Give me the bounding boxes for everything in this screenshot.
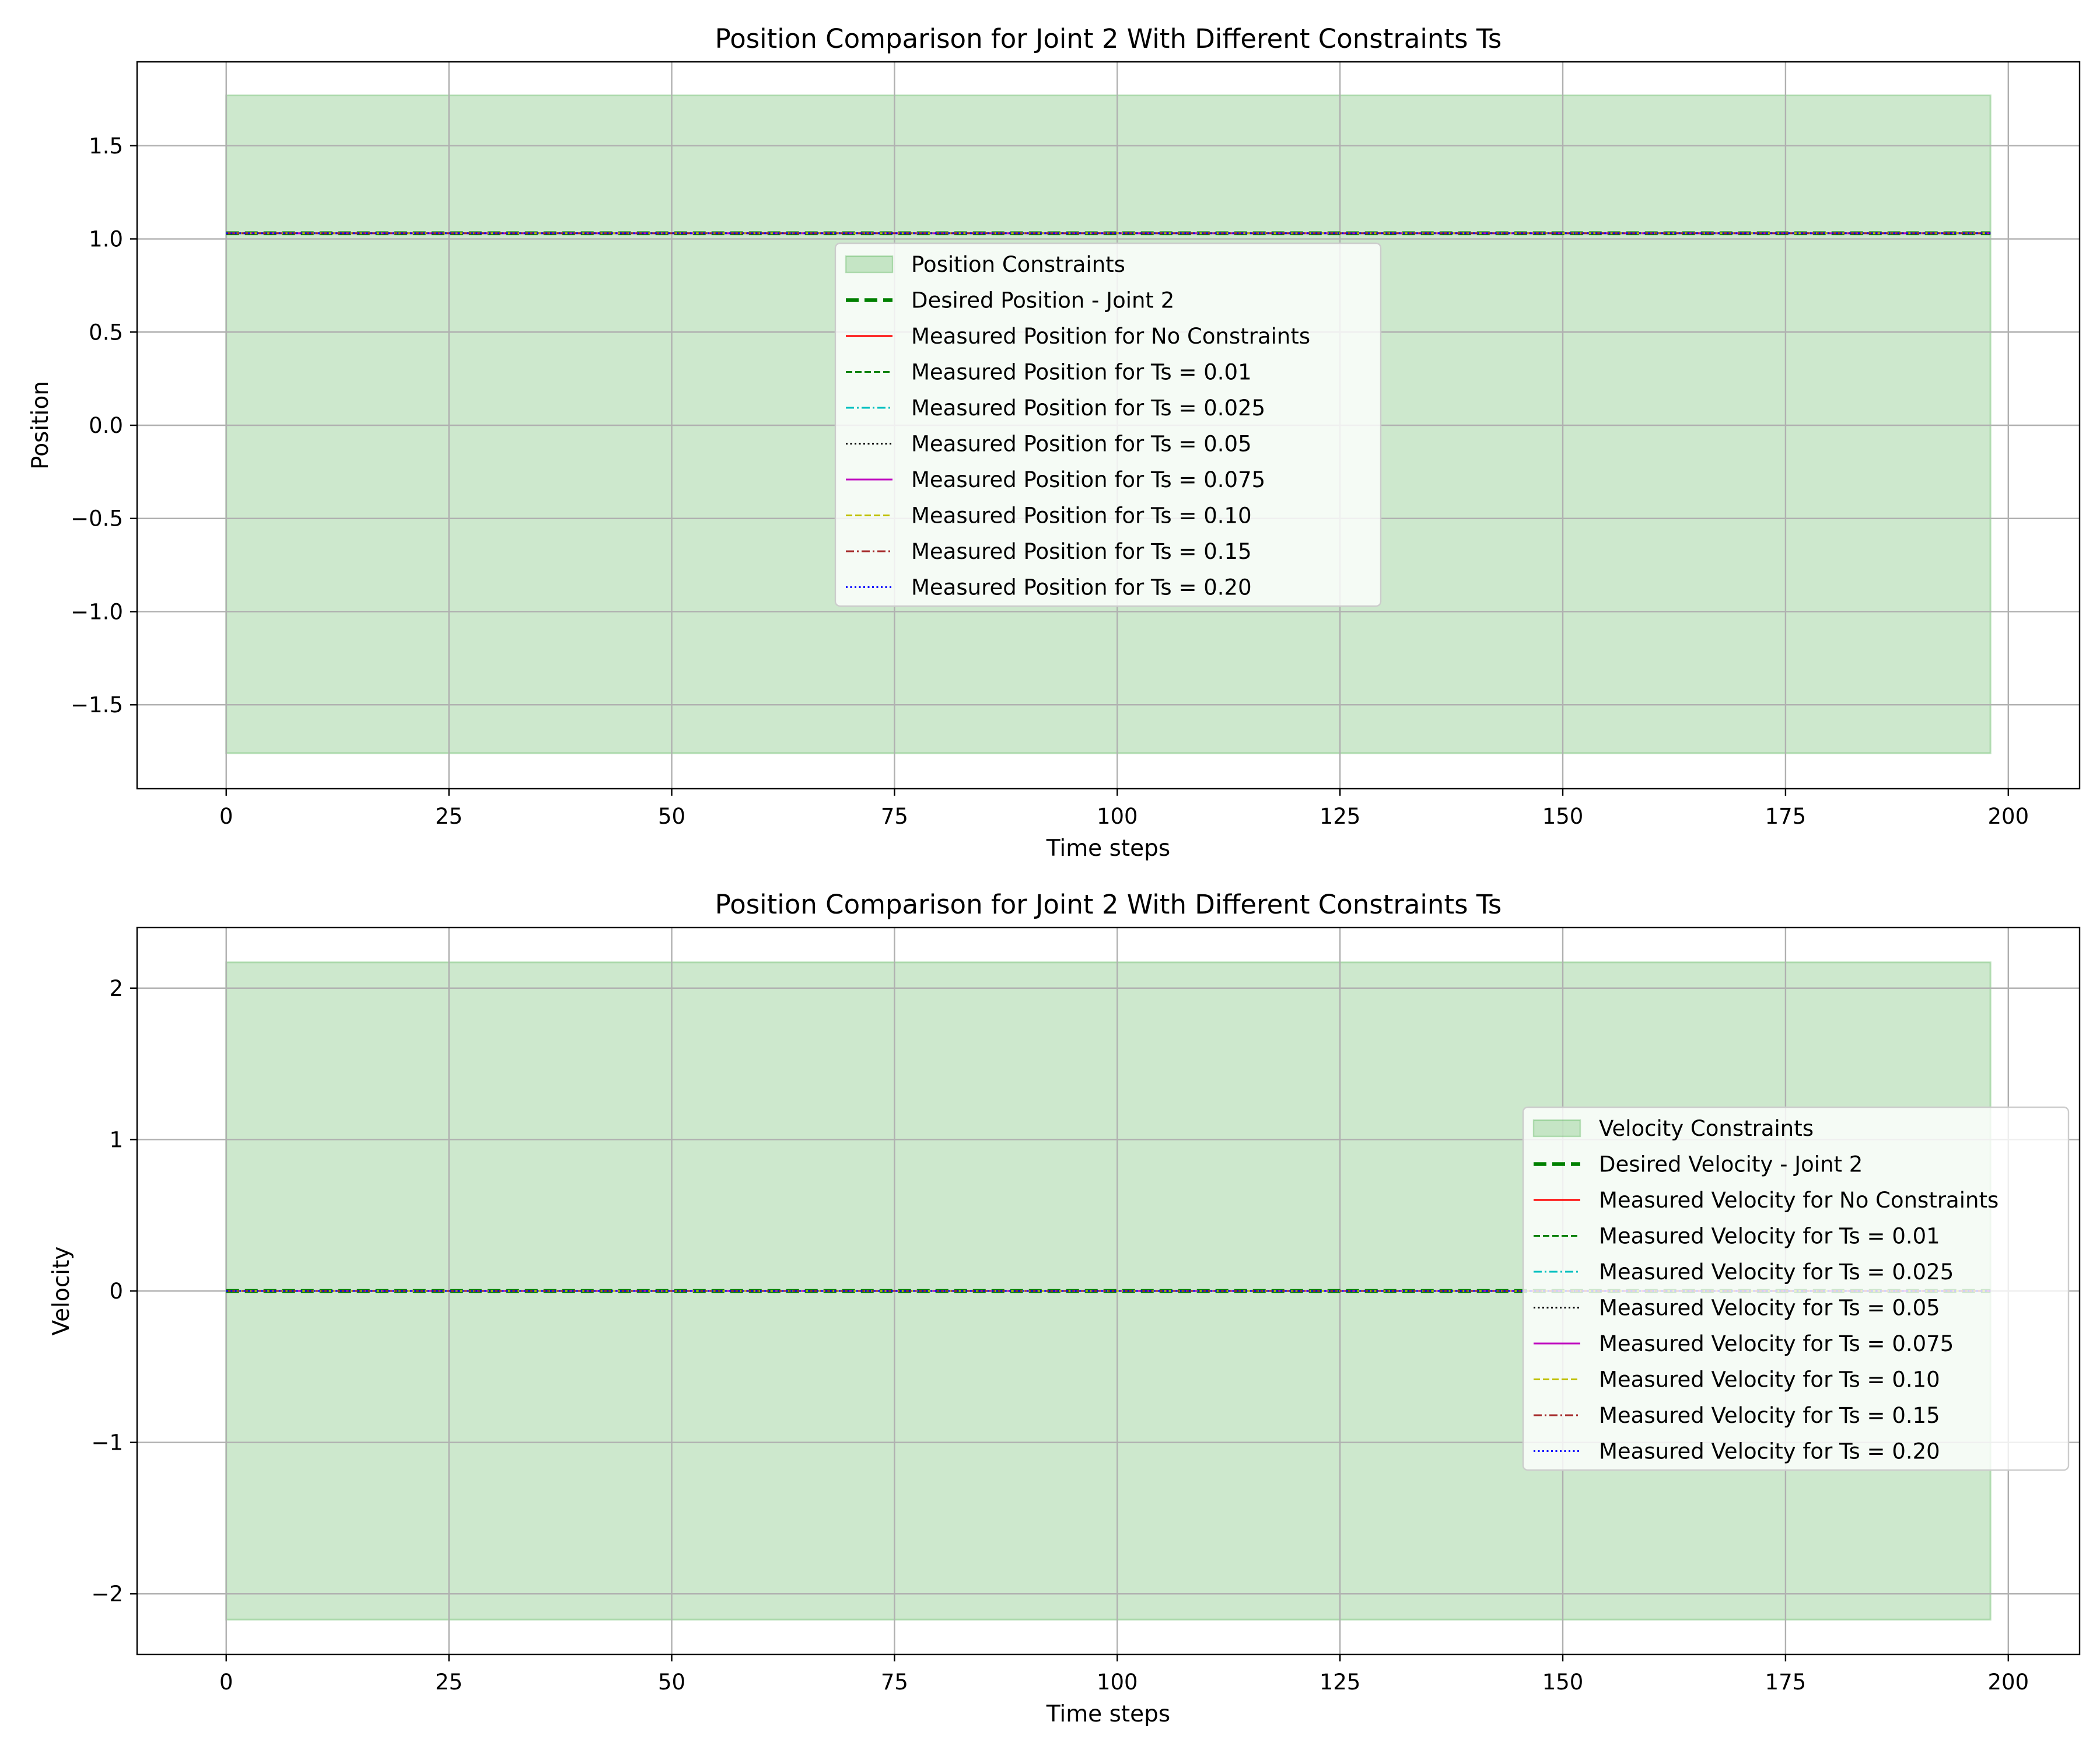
legend-swatch	[1532, 1119, 1581, 1138]
legend-label: Measured Velocity for Ts = 0.05	[1599, 1296, 1940, 1321]
x-tick-label: 25	[435, 1670, 463, 1695]
y-tick-label: −1.0	[71, 599, 123, 624]
legend: Position Constraints Desired Position - J…	[834, 242, 1382, 607]
x-tick-label: 75	[881, 804, 908, 829]
x-tick-label: 0	[219, 804, 233, 829]
x-tick-label: 50	[658, 1670, 685, 1695]
legend-box	[834, 242, 1382, 607]
position-chart-panel: Position Comparison for Joint 2 With Dif…	[27, 23, 2081, 862]
legend-label: Desired Velocity - Joint 2	[1599, 1152, 1863, 1177]
x-tick-label: 125	[1320, 1670, 1361, 1695]
x-tick-label: 100	[1097, 1670, 1138, 1695]
y-tick-label: 1.5	[89, 134, 123, 159]
legend-label: Measured Position for Ts = 0.075	[911, 467, 1265, 492]
legend-swatch	[845, 255, 894, 274]
y-tick-label: 2	[109, 976, 123, 1001]
x-tick-label: 100	[1097, 804, 1138, 829]
x-tick-label: 50	[658, 804, 685, 829]
y-tick-label: −2	[91, 1581, 123, 1607]
legend-label: Measured Velocity for Ts = 0.025	[1599, 1259, 1954, 1285]
x-tick-label: 25	[435, 804, 463, 829]
x-tick-label: 125	[1320, 804, 1361, 829]
x-tick-label: 200	[1987, 1670, 2029, 1695]
x-tick-label: 150	[1542, 804, 1584, 829]
legend-label: Velocity Constraints	[1599, 1116, 1814, 1141]
y-tick-label: 0	[109, 1279, 123, 1304]
x-axis-label: Time steps	[1046, 835, 1171, 862]
legend-label: Measured Position for No Constraints	[911, 324, 1310, 349]
y-tick-label: −0.5	[71, 506, 123, 531]
legend: Velocity Constraints Desired Velocity - J…	[1522, 1106, 2070, 1471]
y-tick-label: 0.5	[89, 320, 123, 345]
x-tick-label: 175	[1765, 804, 1807, 829]
legend-label: Measured Position for Ts = 0.20	[911, 575, 1252, 600]
x-tick-label: 75	[881, 1670, 908, 1695]
y-tick-label: 1	[109, 1127, 123, 1152]
legend-label: Measured Velocity for Ts = 0.01	[1599, 1224, 1940, 1249]
legend-label: Measured Position for Ts = 0.15	[911, 539, 1252, 564]
legend-label: Measured Velocity for Ts = 0.075	[1599, 1331, 1954, 1356]
x-tick-label: 150	[1542, 1670, 1584, 1695]
x-tick-label: 200	[1987, 804, 2029, 829]
x-axis-label: Time steps	[1046, 1701, 1171, 1727]
chart-title: Position Comparison for Joint 2 With Dif…	[715, 23, 1502, 54]
legend-label: Position Constraints	[911, 252, 1125, 277]
y-axis-label: Position	[27, 381, 54, 470]
y-tick-label: −1	[91, 1430, 123, 1455]
legend-label: Measured Position for Ts = 0.05	[911, 432, 1252, 457]
y-tick-label: 0.0	[89, 413, 123, 438]
velocity-chart-panel: Position Comparison for Joint 2 With Dif…	[48, 889, 2081, 1727]
y-tick-label: 1.0	[89, 227, 123, 252]
chart-title: Position Comparison for Joint 2 With Dif…	[715, 889, 1502, 920]
legend-label: Measured Velocity for Ts = 0.20	[1599, 1439, 1940, 1464]
legend-box	[1522, 1106, 2070, 1471]
legend-label: Measured Velocity for Ts = 0.10	[1599, 1367, 1940, 1392]
x-tick-label: 0	[219, 1670, 233, 1695]
y-axis-label: Velocity	[48, 1247, 75, 1336]
legend-label: Measured Position for Ts = 0.01	[911, 360, 1252, 385]
legend-label: Measured Position for Ts = 0.10	[911, 503, 1252, 529]
legend-label: Measured Velocity for Ts = 0.15	[1599, 1403, 1940, 1428]
legend-label: Measured Position for Ts = 0.025	[911, 396, 1265, 421]
x-tick-label: 175	[1765, 1670, 1807, 1695]
legend-label: Desired Position - Joint 2	[911, 288, 1174, 313]
y-tick-label: −1.5	[71, 692, 123, 718]
legend-label: Measured Velocity for No Constraints	[1599, 1188, 1999, 1213]
